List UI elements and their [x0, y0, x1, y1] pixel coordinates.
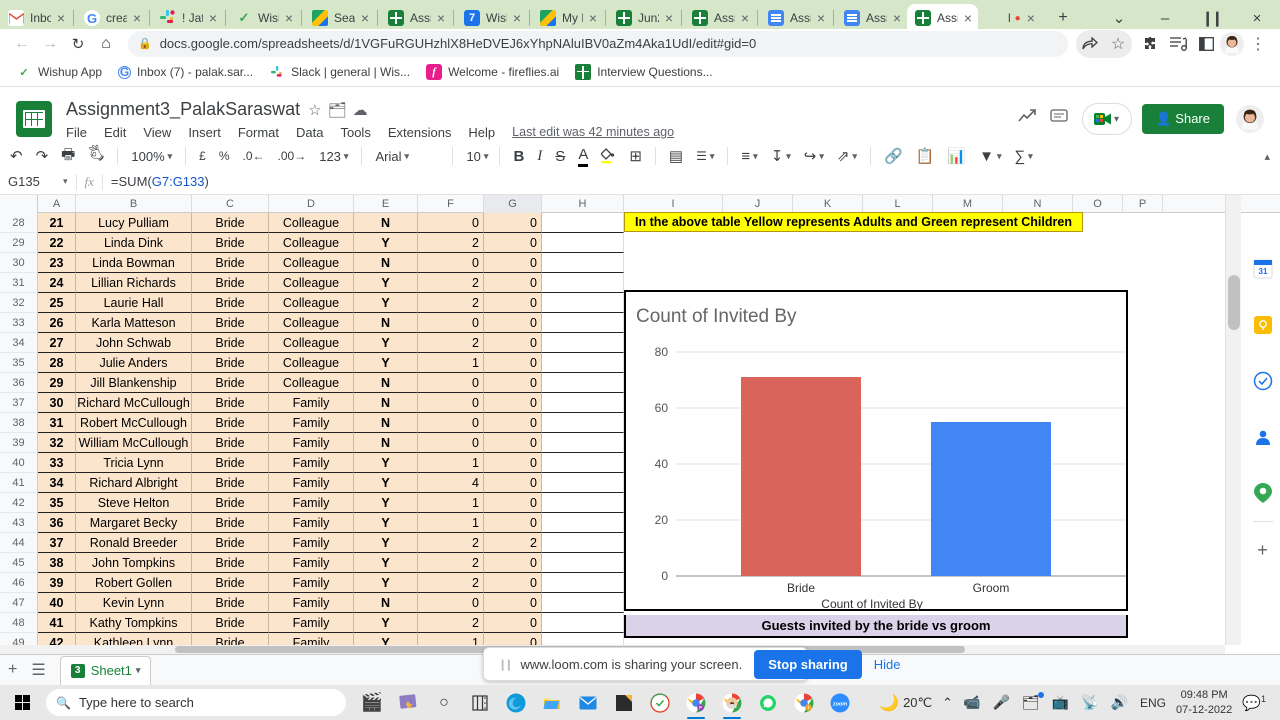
- svg-text:40: 40: [655, 457, 669, 471]
- svg-text:60: 60: [655, 401, 669, 415]
- svg-text:31: 31: [1258, 267, 1267, 276]
- svg-text:80: 80: [655, 345, 669, 359]
- svg-text:zoom: zoom: [833, 701, 847, 707]
- svg-text:0: 0: [661, 569, 668, 583]
- svg-text:P: P: [699, 705, 702, 710]
- svg-text:Bride: Bride: [787, 581, 815, 592]
- svg-text:20: 20: [655, 513, 669, 527]
- svg-text:Groom: Groom: [973, 581, 1010, 592]
